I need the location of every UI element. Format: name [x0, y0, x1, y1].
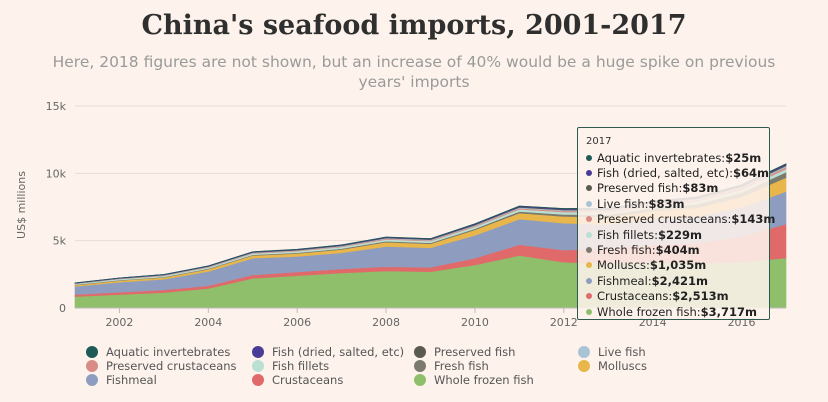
- tooltip-label: Aquatic invertebrates:: [597, 150, 726, 165]
- tooltip-row: Fishmeal: $2,421m: [586, 273, 761, 288]
- y-axis-label: US$ millions: [15, 171, 28, 239]
- legend-swatch: [578, 346, 590, 358]
- tooltip-rows: Aquatic invertebrates: $25m Fish (dried, …: [586, 150, 775, 319]
- tooltip-dot: [586, 247, 592, 254]
- tooltip-dot: [586, 231, 592, 238]
- tooltip-value: $229m: [658, 227, 702, 242]
- chart-title: China's seafood imports, 2001-2017: [141, 10, 687, 41]
- legend-swatch: [414, 360, 426, 372]
- legend-swatch: [252, 360, 264, 372]
- tooltip-row: Fish (dried, salted, etc): $64m: [586, 165, 769, 181]
- tooltip-label: Crustaceans:: [597, 289, 673, 304]
- tooltip-value: $25m: [725, 150, 762, 165]
- legend-label: Preserved fish: [434, 345, 516, 359]
- legend-label: Fish fillets: [272, 359, 330, 373]
- legend-label: Crustaceans: [272, 373, 344, 387]
- legend-label: Live fish: [598, 345, 646, 359]
- legend-item[interactable]: Fresh fish: [414, 359, 578, 373]
- legend-item[interactable]: Live fish: [578, 345, 678, 359]
- y-tick-label: 5k: [53, 235, 67, 248]
- tooltip-dot: [586, 277, 592, 284]
- legend-item[interactable]: Crustaceans: [252, 373, 414, 387]
- legend-label: Preserved crustaceans: [106, 359, 237, 373]
- tooltip-value: $404m: [655, 243, 700, 258]
- x-tick-label: 2010: [461, 316, 489, 329]
- tooltip-value: $2,421m: [651, 273, 709, 288]
- x-tick-label: 2012: [550, 316, 578, 329]
- tooltip-row: Crustaceans: $2,513m: [586, 289, 761, 304]
- tooltip-label: Fish (dried, salted, etc):: [597, 166, 734, 181]
- legend-swatch: [86, 374, 98, 386]
- legend-item[interactable]: Molluscs: [578, 359, 678, 373]
- y-tick-label: 0: [59, 302, 66, 315]
- legend-swatch: [86, 346, 98, 358]
- tooltip-value: $2,513m: [672, 289, 729, 304]
- legend-item[interactable]: Aquatic invertebrates: [86, 345, 252, 359]
- legend-swatch: [252, 346, 264, 358]
- tooltip-row: Preserved fish: $83m: [586, 181, 761, 196]
- x-tick-label: 2006: [283, 316, 311, 329]
- legend-item[interactable]: Preserved crustaceans: [86, 359, 252, 373]
- tooltip-label: Preserved crustaceans:: [597, 212, 732, 227]
- hover-tooltip: 2017 Aquatic invertebrates: $25m Fish (dr…: [577, 127, 775, 320]
- tooltip-dot: [586, 262, 592, 269]
- tooltip-value: $83m: [648, 196, 685, 211]
- tooltip-row: Whole frozen fish: $3,717m: [586, 304, 761, 319]
- legend-swatch: [578, 360, 590, 372]
- legend-label: Whole frozen fish: [434, 373, 534, 387]
- tooltip-dot: [586, 154, 592, 161]
- legend-swatch: [86, 360, 98, 372]
- tooltip-dot: [586, 185, 592, 192]
- legend-label: Fishmeal: [106, 373, 157, 387]
- tooltip-year: 2017: [586, 136, 612, 147]
- tooltip-value: $3,717m: [700, 304, 758, 319]
- legend-label: Molluscs: [598, 359, 647, 373]
- y-tick-label: 15k: [46, 100, 67, 113]
- legend-item[interactable]: Whole frozen fish: [414, 373, 578, 387]
- legend-swatch: [252, 374, 264, 386]
- tooltip-label: Fresh fish:: [597, 243, 656, 258]
- tooltip-value: $83m: [682, 181, 719, 196]
- tooltip-dot: [586, 200, 592, 207]
- tooltip-label: Fishmeal:: [597, 273, 652, 288]
- y-tick-label: 10k: [46, 167, 67, 180]
- tooltip-label: Molluscs:: [597, 258, 650, 273]
- tooltip-label: Whole frozen fish:: [597, 304, 701, 319]
- tooltip-dot: [586, 170, 592, 177]
- legend-item[interactable]: Fishmeal: [86, 373, 252, 387]
- legend-item[interactable]: Fish fillets: [252, 359, 414, 373]
- chart-legend[interactable]: Aquatic invertebrates Fish (dried, salted…: [86, 345, 666, 387]
- x-tick-label: 2002: [105, 316, 133, 329]
- tooltip-value: $143m: [731, 212, 776, 227]
- legend-label: Fish (dried, salted, etc): [272, 345, 405, 359]
- tooltip-dot: [586, 293, 592, 300]
- legend-swatch: [414, 374, 426, 386]
- tooltip-row: Fresh fish: $404m: [586, 242, 761, 257]
- tooltip-dot: [586, 308, 592, 315]
- tooltip-row: Fish fillets: $229m: [586, 227, 761, 242]
- area-aquatic-invertebrates[interactable]: [74, 163, 787, 284]
- legend-label: Aquatic invertebrates: [106, 345, 231, 359]
- tooltip-label: Live fish:: [597, 196, 649, 211]
- legend-label: Fresh fish: [434, 359, 489, 373]
- tooltip-label: Preserved fish:: [597, 181, 683, 196]
- x-tick-label: 2004: [194, 316, 222, 329]
- chart-subtitle: Here, 2018 figures are not shown, but an…: [52, 53, 776, 91]
- tooltip-row: Live fish: $83m: [586, 196, 761, 211]
- tooltip-value: $64m: [733, 166, 770, 181]
- x-tick-label: 2008: [372, 316, 400, 329]
- tooltip-row: Aquatic invertebrates: $25m: [586, 150, 761, 165]
- tooltip-row: Preserved crustaceans: $143m: [586, 212, 775, 227]
- legend-item[interactable]: Fish (dried, salted, etc): [252, 345, 414, 359]
- tooltip-dot: [586, 216, 592, 223]
- tooltip-row: Molluscs: $1,035m: [586, 258, 761, 273]
- y-axis: 0 5k 10k 15k: [46, 100, 67, 315]
- tooltip-label: Fish fillets:: [597, 227, 658, 242]
- legend-item[interactable]: Preserved fish: [414, 345, 578, 359]
- legend-swatch: [414, 346, 426, 358]
- tooltip-value: $1,035m: [649, 258, 707, 273]
